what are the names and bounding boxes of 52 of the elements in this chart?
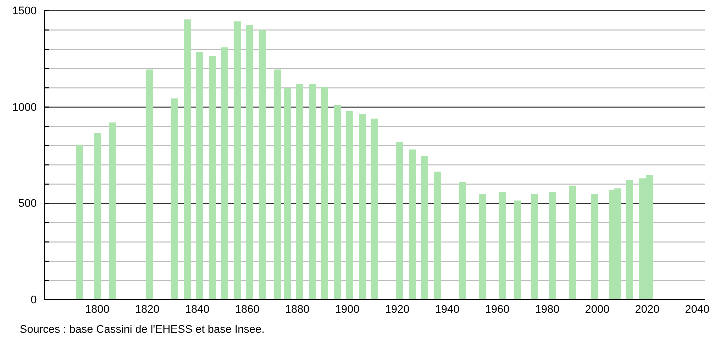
bar [184, 20, 191, 300]
bar [222, 48, 228, 300]
bar [359, 114, 366, 300]
bar [172, 98, 178, 300]
bar [259, 30, 266, 300]
x-tick-label: 1980 [535, 304, 560, 316]
y-tick-label: 1000 [12, 102, 37, 114]
bar [234, 22, 241, 300]
bar [459, 182, 466, 300]
bar [76, 144, 84, 300]
bar [549, 192, 556, 300]
bar [422, 156, 428, 300]
bar [346, 111, 354, 300]
y-tick-label: 0 [30, 294, 37, 307]
x-tick-label: 1880 [285, 304, 310, 316]
bar [434, 172, 441, 300]
bar [94, 133, 101, 300]
bar [626, 180, 634, 300]
bar [296, 84, 304, 300]
y-tick-label: 1500 [12, 6, 37, 18]
bar [479, 194, 486, 300]
bar [396, 142, 404, 300]
x-tick-label: 1840 [185, 304, 210, 316]
bar [569, 186, 576, 300]
bar [109, 122, 116, 300]
x-tick-label: 1800 [85, 304, 110, 316]
x-tick-label: 1940 [435, 304, 460, 316]
x-tick-label: 1960 [485, 304, 510, 316]
x-tick-label: 2040 [685, 304, 710, 316]
bar [246, 25, 254, 300]
source-note: Sources : base Cassini de l'EHESS et base Insee. [20, 324, 265, 336]
x-tick-label: 1860 [235, 304, 260, 316]
bar [196, 52, 204, 300]
bar [284, 88, 291, 300]
bar [592, 194, 598, 300]
bar [146, 70, 154, 300]
bar [274, 70, 281, 300]
bar [334, 105, 341, 300]
bar [209, 56, 216, 300]
bar [409, 150, 416, 300]
bar [322, 87, 328, 300]
x-tick-label: 1900 [335, 304, 360, 316]
bar [514, 200, 521, 300]
bar [309, 84, 316, 300]
x-tick-label: 1820 [135, 304, 160, 316]
y-tick-label: 500 [18, 198, 37, 210]
bar [372, 118, 378, 300]
x-tick-label: 1920 [385, 304, 410, 316]
x-tick-label: 2020 [635, 304, 660, 316]
bar [499, 192, 506, 300]
x-tick-label: 2000 [585, 304, 610, 316]
bar [532, 194, 538, 300]
